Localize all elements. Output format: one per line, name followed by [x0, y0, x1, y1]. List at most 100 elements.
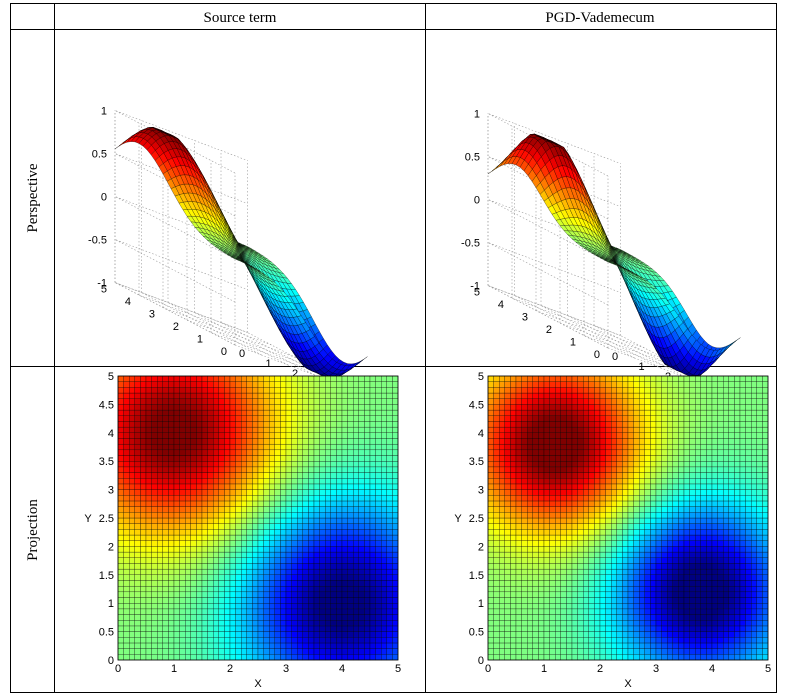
heatmap-cell	[319, 625, 326, 632]
heatmap-cell	[224, 387, 231, 394]
heatmap-cell	[213, 551, 219, 558]
heatmap-cell	[330, 432, 337, 439]
heatmap-cell	[386, 529, 393, 536]
heatmap-cell	[341, 648, 348, 655]
heatmap-cell	[123, 512, 130, 519]
heatmap-cell	[123, 438, 130, 445]
heatmap-cell	[325, 517, 331, 524]
heatmap-cell	[504, 398, 511, 405]
heatmap-cell	[364, 489, 371, 496]
heatmap-cell	[521, 478, 528, 485]
heatmap-cell	[532, 529, 539, 536]
heatmap-cell	[117, 443, 124, 451]
heatmap-cell	[207, 483, 214, 490]
heatmap-cell	[157, 489, 163, 496]
heatmap-cell	[246, 563, 253, 570]
heatmap-cell	[347, 478, 354, 485]
heatmap-cell	[487, 620, 494, 627]
heatmap-cell	[229, 421, 236, 428]
heatmap-cell	[179, 625, 186, 632]
heatmap-cell	[336, 557, 343, 564]
heatmap-cell	[325, 551, 331, 558]
heatmap-cell	[241, 625, 247, 632]
heatmap-cell	[285, 461, 292, 468]
heatmap-cell	[353, 489, 359, 496]
heatmap-cell	[201, 483, 208, 490]
heatmap-cell	[252, 620, 259, 627]
heatmap-cell	[241, 591, 247, 598]
heatmap-cell	[246, 534, 253, 541]
heatmap-cell	[515, 620, 522, 627]
heatmap-cell	[302, 438, 309, 445]
heatmap-cell	[369, 637, 376, 644]
heatmap-cell	[302, 591, 309, 598]
heatmap-cell	[499, 495, 505, 502]
heatmap-cell	[246, 461, 253, 468]
heatmap-cell	[543, 540, 550, 547]
heatmap-cell	[386, 648, 393, 655]
heatmap-cell	[129, 648, 135, 655]
heatmap-cell	[538, 404, 545, 411]
heatmap-cell	[297, 580, 303, 587]
heatmap-cell	[241, 580, 247, 587]
heatmap-cell	[325, 461, 331, 468]
heatmap-cell	[487, 421, 494, 428]
heatmap-cell	[347, 625, 354, 632]
heatmap-cell	[510, 483, 517, 490]
heatmap-cell	[487, 568, 494, 575]
heatmap-cell	[213, 432, 219, 439]
x-tick-label: 1	[266, 358, 272, 370]
heatmap-cell	[341, 568, 348, 575]
heatmap-cell	[263, 648, 270, 655]
heatmap-cell	[499, 620, 505, 627]
heatmap-cell	[218, 557, 225, 564]
heatmap-cell	[274, 375, 281, 382]
heatmap-cell	[538, 637, 545, 644]
heatmap-cell	[145, 523, 152, 530]
heatmap-cell	[280, 563, 287, 570]
heatmap-cell	[364, 563, 371, 570]
heatmap-cell	[353, 580, 359, 587]
heatmap-cell	[308, 568, 315, 575]
heatmap-cell	[173, 404, 180, 411]
heatmap-cell	[285, 568, 292, 575]
heatmap-cell	[521, 461, 528, 468]
heatmap-cell	[353, 637, 359, 644]
heatmap-cell	[207, 381, 214, 388]
heatmap-cell	[224, 438, 231, 445]
heatmap-cell	[308, 648, 315, 655]
heatmap-cell	[543, 449, 550, 456]
heatmap-cell	[392, 375, 399, 382]
heatmap-cell	[207, 415, 214, 422]
heatmap-cell	[196, 375, 203, 382]
heatmap-cell	[381, 625, 387, 632]
heatmap-cell	[274, 409, 281, 416]
heatmap-cell	[224, 523, 231, 530]
heatmap-cell	[117, 432, 124, 439]
gridline	[114, 282, 248, 333]
heatmap-cell	[302, 608, 309, 615]
heatmap-cell	[274, 608, 281, 615]
heatmap-cell	[375, 608, 382, 615]
heatmap-cell	[515, 409, 522, 416]
heatmap-cell	[117, 648, 124, 655]
heatmap-cell	[257, 512, 264, 519]
heatmap-cell	[280, 421, 287, 428]
heatmap-cell	[375, 631, 382, 638]
heatmap-cell	[173, 574, 180, 581]
heatmap-cell	[369, 546, 376, 553]
heatmap-cell	[341, 529, 348, 536]
heatmap-cell	[549, 625, 556, 632]
heatmap-cell	[201, 438, 208, 445]
heatmap-cell	[157, 387, 163, 394]
heatmap-cell	[241, 529, 247, 536]
heatmap-cell	[392, 637, 399, 644]
heatmap-cell	[218, 568, 225, 575]
heatmap-cell	[341, 563, 348, 570]
heatmap-cell	[145, 375, 152, 382]
heatmap-cell	[196, 591, 203, 598]
heatmap-cell	[336, 500, 343, 507]
heatmap-cell	[145, 506, 152, 513]
heatmap-cell	[241, 461, 247, 468]
heatmap-cell	[274, 392, 281, 399]
